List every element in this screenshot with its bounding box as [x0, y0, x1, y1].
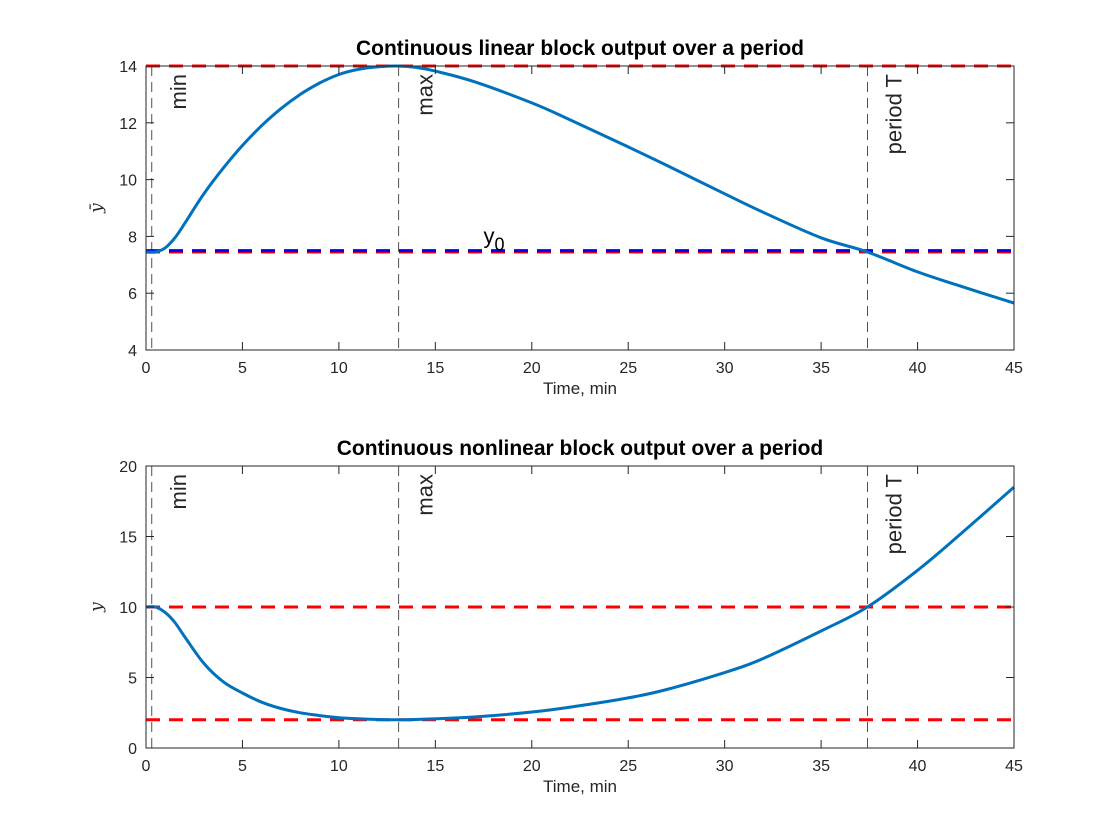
chart-title: Continuous nonlinear block output over a…	[337, 437, 824, 460]
y-tick-label: 14	[119, 59, 137, 76]
y-tick-label: 10	[119, 600, 137, 617]
vline-label-min: min	[166, 474, 191, 509]
y-tick-label: 10	[119, 173, 137, 190]
x-axis-label: Time, min	[543, 777, 617, 796]
axes-box	[145, 65, 1015, 351]
vline-label-period-t: period T	[881, 74, 906, 154]
x-tick-label: 40	[909, 758, 927, 775]
x-tick-label: 40	[909, 360, 927, 377]
x-tick-label: 45	[1005, 360, 1023, 377]
x-tick-label: 0	[142, 360, 151, 377]
y-tick-label: 0	[128, 741, 137, 758]
x-tick-label: 15	[426, 758, 444, 775]
x-tick-label: 0	[142, 758, 151, 775]
vline-label-max: max	[413, 474, 438, 516]
plot-area	[146, 66, 1014, 350]
x-tick-label: 5	[238, 758, 247, 775]
x-tick-label: 35	[812, 758, 830, 775]
x-axis-label: Time, min	[543, 379, 617, 398]
x-tick-label: 10	[330, 360, 348, 377]
x-tick-label: 25	[619, 758, 637, 775]
y-tick-label: 5	[128, 671, 137, 688]
x-tick-label: 35	[812, 360, 830, 377]
vline-label-period-t: period T	[881, 474, 906, 554]
x-tick-label: 20	[523, 758, 541, 775]
x-tick-label: 30	[716, 360, 734, 377]
x-tick-label: 5	[238, 360, 247, 377]
annotation-y0: y0	[484, 224, 505, 255]
vline-label-max: max	[413, 74, 438, 116]
y-tick-label: 4	[128, 343, 137, 360]
y-tick-label: 8	[128, 229, 137, 246]
y-tick-label: 6	[128, 286, 137, 303]
y-axis-label: y	[87, 602, 107, 613]
x-tick-label: 20	[523, 360, 541, 377]
chart-title: Continuous linear block output over a pe…	[356, 37, 804, 60]
x-tick-label: 45	[1005, 758, 1023, 775]
y-axis-label: ȳ	[87, 203, 107, 214]
x-tick-label: 15	[426, 360, 444, 377]
y-tick-label: 15	[119, 530, 137, 547]
x-tick-label: 30	[716, 758, 734, 775]
series-line-0	[145, 485, 1015, 722]
y-tick-label: 20	[119, 459, 137, 476]
x-tick-label: 10	[330, 758, 348, 775]
chart-nonlinear-block: 0 5 10 15 20 25 30 35 40 45 0 5 10 15 20 min max period T…	[87, 437, 1023, 796]
vline-label-min: min	[166, 74, 191, 109]
chart-linear-block: 0 5 10 15 20 25 30 35 40 45 4 6 8 10 12 14 min max period …	[87, 37, 1023, 398]
y-tick-label: 12	[119, 116, 137, 133]
x-tick-label: 25	[619, 360, 637, 377]
